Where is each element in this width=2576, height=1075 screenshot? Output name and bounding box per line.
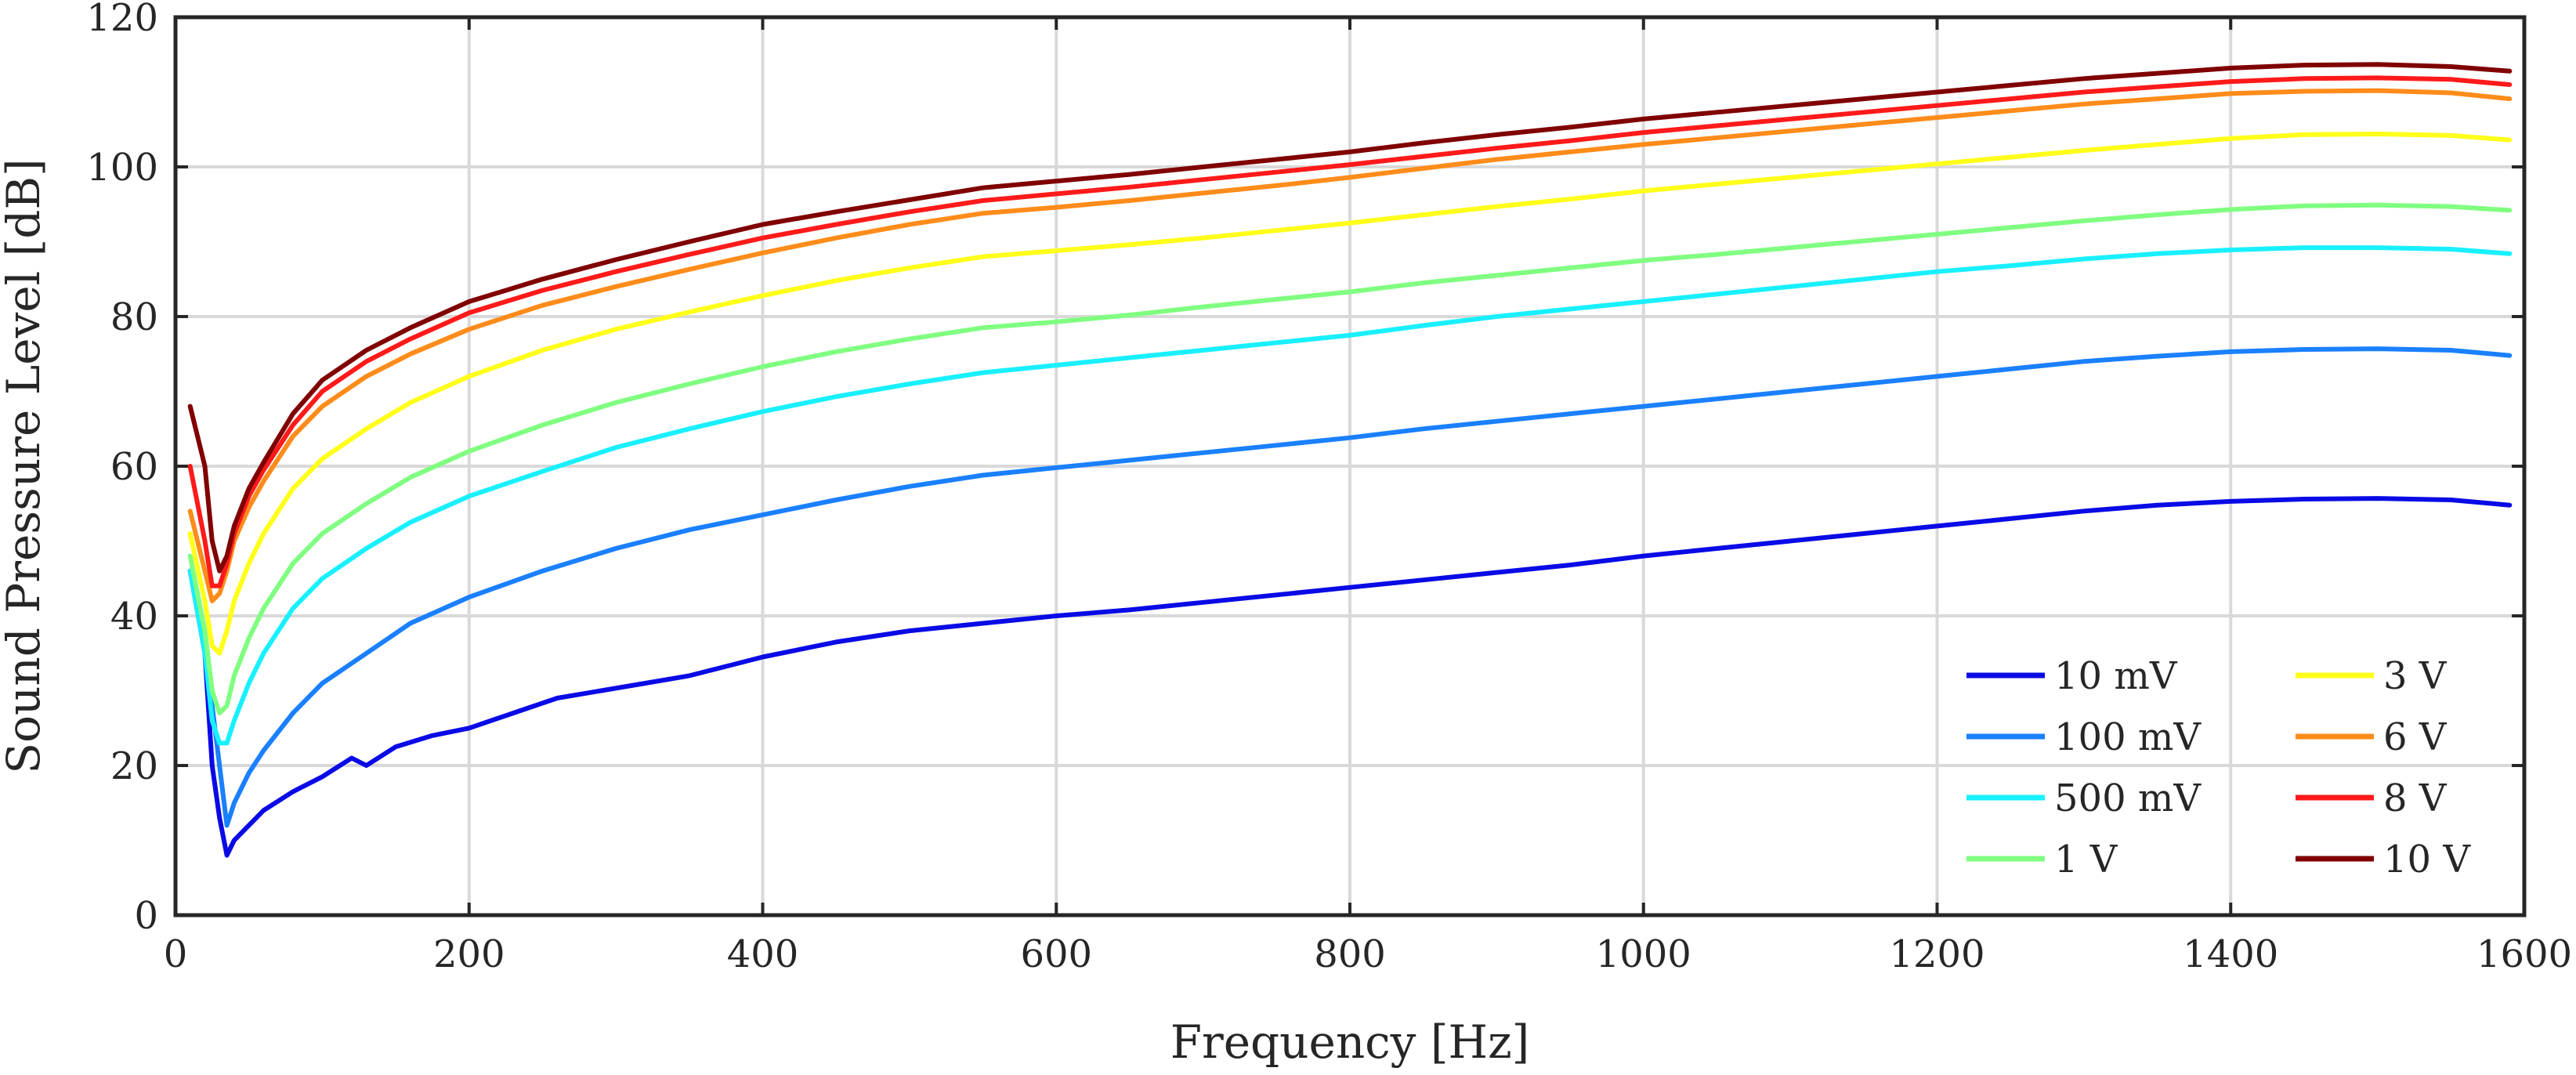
series-line-6-v [187, 88, 2513, 603]
series-line-100-mv [187, 346, 2513, 828]
legend-label: 6 V [2383, 715, 2448, 759]
legend: 10 mV 100 mV 500 mV 1 V 3 V 6 V 8 V 10 V [1966, 654, 2471, 881]
legend-label: 100 mV [2054, 715, 2202, 759]
x-axis-title: Frequency [Hz] [1170, 1015, 1530, 1069]
legend-label: 3 V [2383, 654, 2448, 698]
y-axis-title: Sound Pressure Level [dB] [0, 158, 50, 773]
series-line-8-v [187, 75, 2513, 588]
tick-labels: 0 200 400 600 800 1000 1200 1400 1600 0 20 40 60 80 10… [86, 0, 2572, 976]
series-lines [187, 62, 2513, 858]
legend-label: 8 V [2383, 776, 2448, 820]
legend-label: 1 V [2054, 838, 2118, 881]
y-tick-label: 120 [86, 0, 158, 40]
series-line-10-mv [187, 496, 2513, 858]
series-line-1-v [187, 202, 2513, 716]
x-tick-label: 600 [1020, 932, 1092, 976]
x-tick-label: 1200 [1889, 932, 1984, 976]
x-tick-label: 400 [727, 932, 799, 976]
legend-label: 10 mV [2054, 654, 2178, 698]
y-tick-label: 20 [110, 744, 158, 788]
y-tick-label: 80 [110, 295, 158, 339]
y-tick-label: 100 [86, 146, 158, 190]
y-tick-label: 0 [134, 894, 158, 938]
series-line-500-mv [187, 245, 2513, 746]
axis-ticks [174, 16, 2526, 917]
series-line-10-v [187, 62, 2513, 574]
series-line-3-v [187, 132, 2513, 656]
y-tick-label: 40 [110, 595, 158, 639]
x-tick-label: 1400 [2183, 932, 2278, 976]
legend-label: 500 mV [2054, 776, 2202, 820]
legend-label: 10 V [2383, 838, 2471, 881]
x-tick-label: 1000 [1596, 932, 1691, 976]
x-tick-label: 200 [433, 932, 505, 976]
x-tick-label: 800 [1314, 932, 1386, 976]
x-tick-label: 0 [164, 932, 188, 976]
x-tick-label: 1600 [2477, 932, 2572, 976]
grid-lines [175, 17, 2524, 915]
y-tick-label: 60 [110, 445, 158, 489]
